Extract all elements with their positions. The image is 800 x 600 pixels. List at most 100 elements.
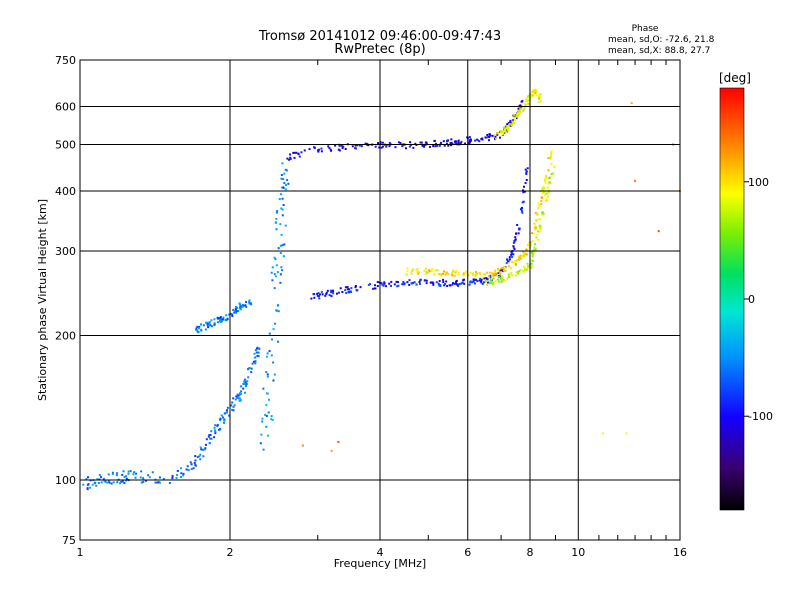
echo-point <box>289 157 292 160</box>
echo-point <box>274 221 277 224</box>
echo-point <box>474 275 477 278</box>
echo-point <box>198 325 201 328</box>
echo-point <box>514 117 517 120</box>
echo-point <box>107 473 110 476</box>
echo-point <box>189 461 192 464</box>
echo-point <box>438 284 441 287</box>
echo-point <box>531 253 534 256</box>
echo-point <box>433 139 436 142</box>
echo-point <box>156 481 159 484</box>
echo-point <box>276 271 279 274</box>
x-axis-label: Frequency [MHz] <box>334 557 426 570</box>
x-tick-label: 2 <box>227 546 234 559</box>
echo-point <box>519 107 522 110</box>
echo-point <box>488 282 491 285</box>
echo-point <box>443 284 446 287</box>
echo-point <box>522 109 525 112</box>
echo-point <box>389 284 392 287</box>
echo-point <box>548 177 551 180</box>
echo-point <box>326 289 329 292</box>
echo-point <box>339 287 342 290</box>
echo-point <box>321 293 324 296</box>
echo-point <box>313 146 316 149</box>
echo-point <box>472 280 475 283</box>
echo-point <box>120 480 123 483</box>
echo-point <box>256 354 259 357</box>
echo-point <box>455 142 458 145</box>
echo-point <box>254 360 257 363</box>
echo-point <box>271 266 274 269</box>
echo-point <box>494 269 497 272</box>
echo-point <box>210 319 213 322</box>
echo-point <box>244 381 247 384</box>
echo-point <box>121 473 124 476</box>
echo-point <box>340 144 343 147</box>
echo-point <box>497 269 500 272</box>
echo-point <box>347 288 350 291</box>
echo-point <box>154 481 157 484</box>
echo-point <box>529 241 532 244</box>
echo-point <box>240 385 243 388</box>
echo-point <box>272 361 275 364</box>
echo-point <box>285 169 288 172</box>
echo-point <box>519 268 522 271</box>
echo-point <box>438 279 441 282</box>
echo-point <box>487 275 490 278</box>
echo-point <box>255 347 258 350</box>
echo-point <box>538 230 541 233</box>
echo-point <box>202 455 205 458</box>
echo-point <box>507 275 510 278</box>
echo-point <box>522 108 525 111</box>
echo-point <box>533 251 536 254</box>
echo-point <box>277 310 280 313</box>
echo-point <box>430 269 433 272</box>
echo-point <box>463 142 466 145</box>
echo-point <box>280 207 283 210</box>
echo-point <box>272 379 275 382</box>
echo-point <box>530 266 533 269</box>
echo-point <box>265 392 268 395</box>
echo-point <box>440 141 443 144</box>
echo-point <box>317 292 320 295</box>
echo-point <box>96 478 99 481</box>
echo-point <box>275 211 278 214</box>
echo-point <box>265 414 268 417</box>
echo-point <box>384 285 387 288</box>
echo-point <box>446 139 449 142</box>
echo-point <box>500 267 503 270</box>
echo-point <box>199 446 202 449</box>
echo-point <box>439 272 442 275</box>
echo-point <box>537 206 540 209</box>
echo-point <box>528 99 531 102</box>
echo-point <box>465 271 468 274</box>
echo-point <box>526 98 529 101</box>
echo-point <box>244 304 247 307</box>
echo-point <box>286 179 289 182</box>
echo-point <box>474 139 477 142</box>
echo-point <box>278 198 281 201</box>
echo-point <box>470 139 473 142</box>
echo-point <box>385 145 388 148</box>
echo-point <box>395 280 398 283</box>
echo-point <box>104 480 107 483</box>
echo-point <box>525 97 528 100</box>
echo-point <box>200 323 203 326</box>
echo-point <box>397 284 400 287</box>
echo-point <box>179 476 182 479</box>
echo-point <box>213 426 216 429</box>
echo-point <box>318 148 321 151</box>
echo-point <box>468 283 471 286</box>
echo-point <box>261 417 264 420</box>
echo-point <box>504 128 507 131</box>
echo-point <box>176 469 179 472</box>
echo-point <box>502 280 505 283</box>
echo-point <box>262 387 265 390</box>
echo-point <box>519 111 522 114</box>
echo-point <box>258 347 261 350</box>
echo-point <box>544 177 547 180</box>
echo-point <box>204 443 207 446</box>
echo-point <box>233 404 236 407</box>
echo-point <box>273 273 276 276</box>
echo-point <box>486 133 489 136</box>
echo-point <box>86 488 89 491</box>
